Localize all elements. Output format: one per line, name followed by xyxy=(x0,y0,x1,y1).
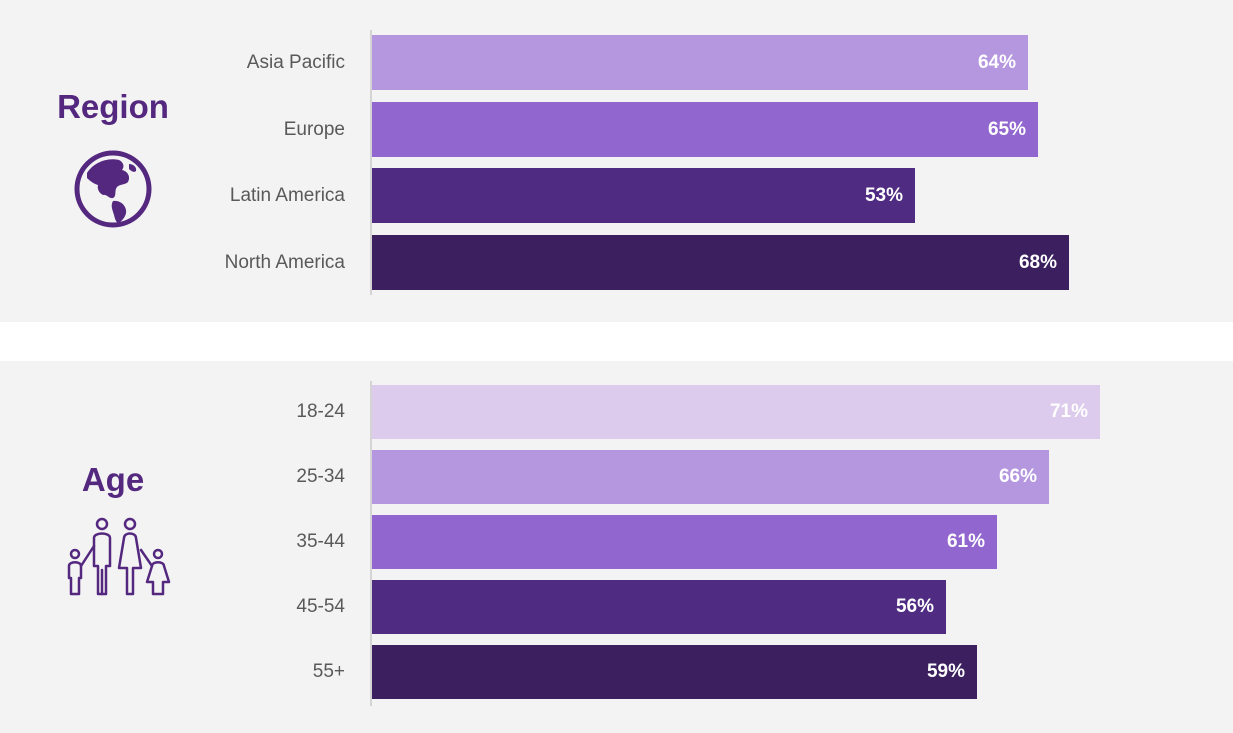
age-category-label: 25-34 xyxy=(296,466,345,487)
region-bar-value-label: 64% xyxy=(977,51,1016,73)
region-category-label: North America xyxy=(224,251,345,273)
region-heading: Region xyxy=(57,88,169,125)
age-category-label: 45-54 xyxy=(296,596,345,617)
region-bar: 65% xyxy=(372,102,1038,157)
age-bar-value-label: 66% xyxy=(998,466,1037,487)
region-bar: 64% xyxy=(372,35,1028,90)
age-category-label: 55+ xyxy=(312,661,345,682)
age-bar-value-label: 71% xyxy=(1049,401,1088,422)
age-category-label: 18-24 xyxy=(296,401,345,422)
age-bar: 56% xyxy=(372,580,946,634)
globe-icon xyxy=(73,149,153,234)
age-bar: 66% xyxy=(372,450,1049,504)
region-panel: Region Asia Pacific 64% Europe 65% Latin Ame… xyxy=(0,0,1233,322)
region-bar: 53% xyxy=(372,168,915,223)
region-axis-line xyxy=(370,30,372,295)
age-bar-value-label: 56% xyxy=(895,596,934,617)
age-bar: 71% xyxy=(372,385,1100,439)
age-category-label: 35-44 xyxy=(296,531,345,552)
region-bar-value-label: 65% xyxy=(987,118,1026,140)
region-bar: 68% xyxy=(372,235,1069,290)
family-icon xyxy=(61,516,173,601)
age-bar-value-label: 61% xyxy=(946,531,985,552)
age-axis-line xyxy=(370,381,372,706)
region-bar-value-label: 53% xyxy=(864,184,903,206)
age-panel: Age 18-24 71% 25-34 66% 35-44 61% 45-54 56% 55+ 5… xyxy=(0,361,1233,733)
region-bar-value-label: 68% xyxy=(1018,251,1057,273)
region-category-label: Europe xyxy=(283,118,345,140)
age-heading: Age xyxy=(81,461,145,498)
age-bar-value-label: 59% xyxy=(926,661,965,682)
age-bar: 61% xyxy=(372,515,997,569)
region-category-label: Asia Pacific xyxy=(246,51,345,73)
region-category-label: Latin America xyxy=(229,184,345,206)
age-bar: 59% xyxy=(372,645,977,699)
